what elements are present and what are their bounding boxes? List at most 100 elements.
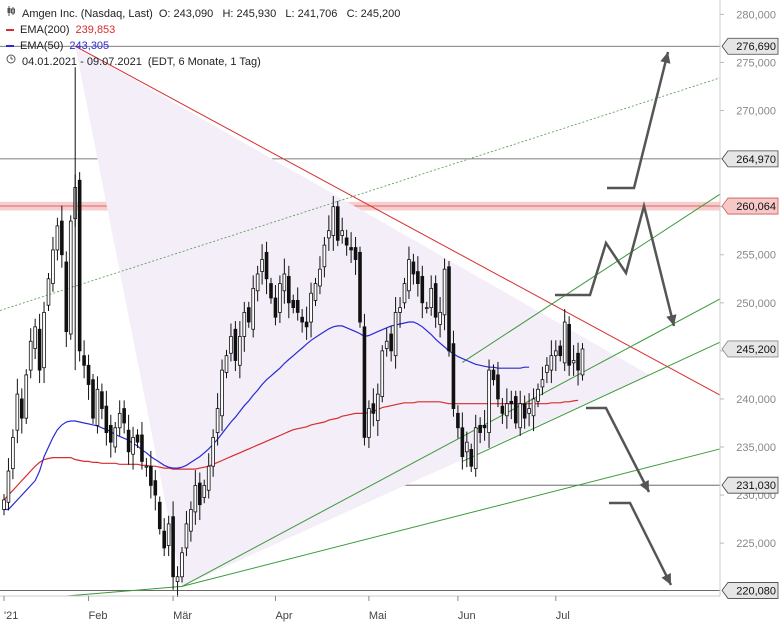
candle-body <box>304 321 309 328</box>
bearish-arrow-2-head <box>661 573 671 585</box>
candle-body <box>95 388 100 426</box>
candle-body <box>37 328 42 371</box>
candle-body <box>260 259 264 272</box>
candle-body <box>55 225 60 251</box>
candle-body <box>500 405 505 414</box>
ema200-line <box>3 399 579 501</box>
candle-body <box>131 436 135 455</box>
candle-body <box>224 355 229 373</box>
candle-body <box>322 244 327 268</box>
y-tick-label: 235,000 <box>736 442 776 454</box>
clock-icon <box>6 54 16 70</box>
candle-body <box>82 355 86 366</box>
candle-body <box>540 379 545 388</box>
candle-body <box>295 300 300 313</box>
candle-body <box>509 400 514 405</box>
candle-body <box>335 206 340 241</box>
x-tick-label: '21 <box>4 610 18 622</box>
candle-body <box>536 388 540 402</box>
candle-body <box>6 470 11 503</box>
candle-body <box>518 403 522 429</box>
candle-body <box>567 324 571 366</box>
candle-body <box>206 465 211 491</box>
candle-body <box>327 230 331 239</box>
candle-body <box>469 449 474 467</box>
green-upper-channel-line <box>462 193 721 363</box>
trendlines <box>0 45 721 597</box>
candle-body <box>576 352 580 371</box>
candle-body <box>531 398 536 417</box>
candle-body <box>113 427 118 448</box>
period-range: 04.01.2021 - 09.07.2021 <box>22 56 142 68</box>
candle-body <box>211 436 215 467</box>
bullish-arrow <box>607 51 670 190</box>
candle-body <box>11 436 15 470</box>
candle-body <box>580 348 585 376</box>
ohlc-values: O: 243,090 H: 245,930 L: 241,706 C: 245,… <box>158 8 401 20</box>
level-label-box <box>721 340 779 358</box>
candle-body <box>487 369 491 433</box>
candle-body <box>478 424 482 433</box>
y-tick-label: 255,000 <box>736 250 776 262</box>
y-tick-label: 275,000 <box>736 57 776 69</box>
candle-body <box>33 326 37 349</box>
candle-body <box>331 206 336 236</box>
candle-body <box>166 523 171 546</box>
candle-body <box>309 292 313 323</box>
candle-body <box>282 273 287 292</box>
candle-body <box>367 408 371 438</box>
legend-instrument-row: Amgen Inc. (Nasdaq, Last) O: 243,090 H: … <box>6 6 400 22</box>
candle-body <box>157 501 162 530</box>
candle-body <box>255 273 260 292</box>
green-support-line <box>462 341 721 462</box>
y-tick-label: 225,000 <box>736 538 776 550</box>
candle-body <box>242 312 247 337</box>
triangle-area <box>75 46 650 587</box>
legend-ema200-row: EMA(200) 239,853 <box>6 22 400 38</box>
candle-body <box>491 369 496 381</box>
candle-body <box>349 247 353 251</box>
candle-body <box>389 333 393 352</box>
candle-body <box>238 336 242 366</box>
x-tick-label: Mai <box>369 610 387 622</box>
candle-body <box>64 261 69 333</box>
ema50-label: EMA(50) <box>20 40 64 52</box>
candle-body <box>554 350 558 357</box>
candle-body <box>464 441 469 453</box>
x-tick-label: Jun <box>458 610 476 622</box>
candle-body <box>220 369 224 417</box>
level-label-box <box>721 197 779 215</box>
y-axis: 280,000275,000270,000265,000260,000255,0… <box>719 0 776 596</box>
bearish-arrow-1-head <box>639 480 649 492</box>
candle-body <box>15 393 20 431</box>
candle-body <box>438 312 442 325</box>
candle-body <box>233 328 238 361</box>
scenario-arrows <box>555 51 677 586</box>
red-downtrend-line <box>74 45 721 396</box>
candle-body <box>562 321 567 364</box>
candle-body <box>91 379 95 419</box>
x-axis: '21 Feb Mär Apr Mai Jun Jul <box>0 595 720 622</box>
candle-body <box>482 424 487 429</box>
period-detail: (EDT, 6 Monate, 1 Tag) <box>147 56 261 68</box>
candle-body <box>420 275 425 304</box>
candle-body <box>28 340 33 371</box>
candle-body <box>144 465 149 468</box>
candle-body <box>77 179 82 352</box>
level-label-text: 260,064 <box>736 201 776 213</box>
candle-body <box>19 398 24 419</box>
candle-body <box>109 424 113 443</box>
candle-body <box>407 259 411 292</box>
y-tick-label: 270,000 <box>736 106 776 118</box>
candle-body <box>451 343 456 409</box>
candle-body <box>162 530 167 549</box>
ema50-line <box>4 321 530 511</box>
candle-body <box>100 391 104 409</box>
candle-body <box>42 312 46 369</box>
candle-body <box>496 374 500 400</box>
level-labels: 276,690 264,970 260,064 245,200 231,030 220,0… <box>721 37 779 599</box>
candle-body <box>447 266 451 352</box>
ema200-value: 239,853 <box>75 24 116 36</box>
level-label-box <box>721 150 779 168</box>
